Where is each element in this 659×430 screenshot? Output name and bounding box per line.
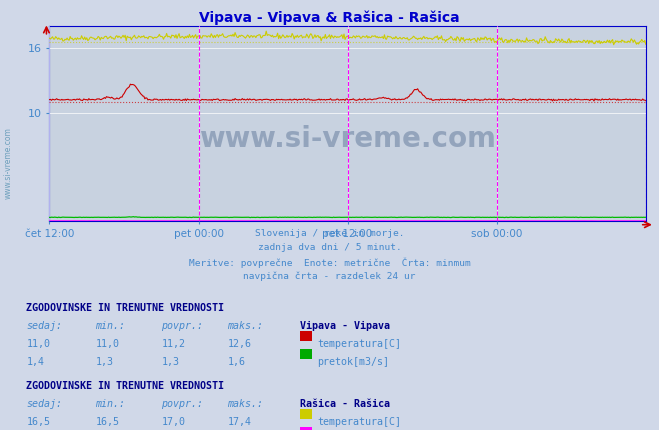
Text: 11,0: 11,0 <box>26 339 50 349</box>
Text: povpr.:: povpr.: <box>161 321 204 331</box>
Text: min.:: min.: <box>96 399 126 409</box>
Text: ZGODOVINSKE IN TRENUTNE VREDNOSTI: ZGODOVINSKE IN TRENUTNE VREDNOSTI <box>26 381 224 391</box>
Text: ZGODOVINSKE IN TRENUTNE VREDNOSTI: ZGODOVINSKE IN TRENUTNE VREDNOSTI <box>26 303 224 313</box>
Text: 16,5: 16,5 <box>96 417 119 427</box>
Text: maks.:: maks.: <box>227 399 264 409</box>
Text: zadnja dva dni / 5 minut.: zadnja dva dni / 5 minut. <box>258 243 401 252</box>
Text: 17,0: 17,0 <box>161 417 185 427</box>
Text: Vipava - Vipava: Vipava - Vipava <box>300 321 390 331</box>
Text: min.:: min.: <box>96 321 126 331</box>
Text: 1,3: 1,3 <box>96 357 113 367</box>
Text: navpična črta - razdelek 24 ur: navpična črta - razdelek 24 ur <box>243 271 416 281</box>
Text: temperatura[C]: temperatura[C] <box>317 339 401 349</box>
Text: pretok[m3/s]: pretok[m3/s] <box>317 357 389 367</box>
Text: 1,4: 1,4 <box>26 357 44 367</box>
Text: 16,5: 16,5 <box>26 417 50 427</box>
Text: 1,6: 1,6 <box>227 357 245 367</box>
Text: Vipava - Vipava & Rašica - Rašica: Vipava - Vipava & Rašica - Rašica <box>199 11 460 25</box>
Text: maks.:: maks.: <box>227 321 264 331</box>
Text: Rašica - Rašica: Rašica - Rašica <box>300 399 390 409</box>
Text: temperatura[C]: temperatura[C] <box>317 417 401 427</box>
Text: sedaj:: sedaj: <box>26 399 63 409</box>
Text: 17,4: 17,4 <box>227 417 251 427</box>
Text: www.si-vreme.com: www.si-vreme.com <box>199 125 496 153</box>
Text: 11,0: 11,0 <box>96 339 119 349</box>
Text: povpr.:: povpr.: <box>161 399 204 409</box>
Text: sedaj:: sedaj: <box>26 321 63 331</box>
Text: 11,2: 11,2 <box>161 339 185 349</box>
Text: 1,3: 1,3 <box>161 357 179 367</box>
Text: 12,6: 12,6 <box>227 339 251 349</box>
Text: www.si-vreme.com: www.si-vreme.com <box>3 127 13 200</box>
Text: Slovenija / reke in morje.: Slovenija / reke in morje. <box>255 229 404 238</box>
Text: Meritve: povprečne  Enote: metrične  Črta: minmum: Meritve: povprečne Enote: metrične Črta:… <box>188 257 471 267</box>
